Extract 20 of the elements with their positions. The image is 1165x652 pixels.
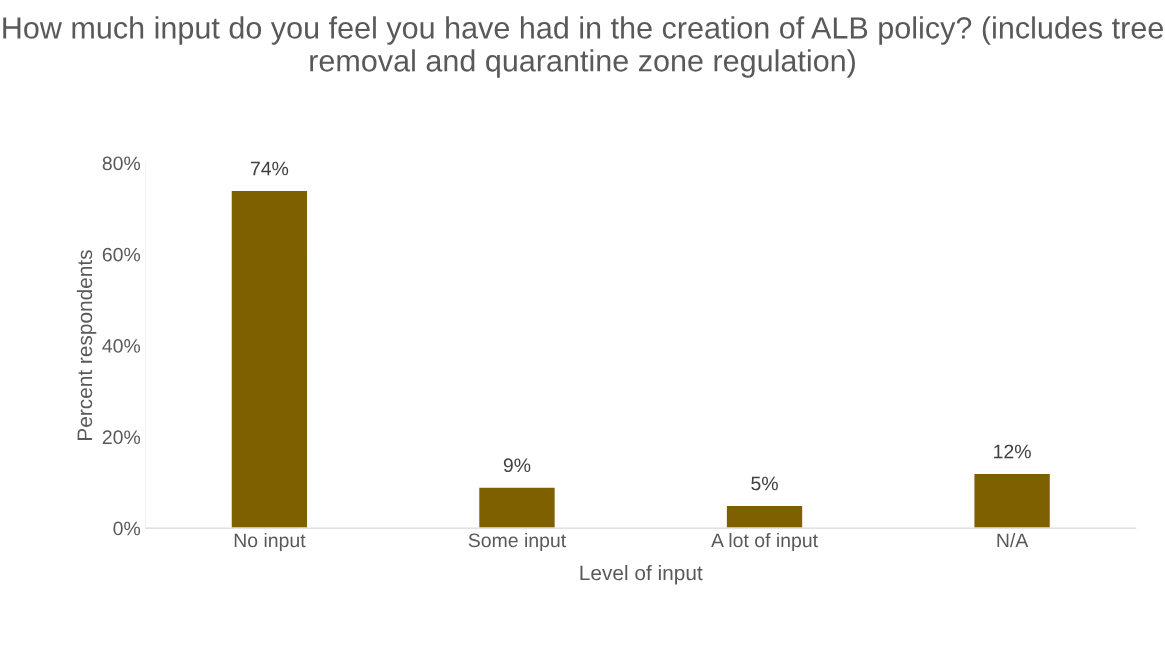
y-tick-label: 0% bbox=[113, 521, 141, 536]
x-tick-label: No input bbox=[234, 532, 306, 552]
chart-title: How much input do you feel you have had in the creation of ALB policy? (includes tree removal and quarantine zone regulation) bbox=[3, 16, 1163, 78]
bar bbox=[230, 189, 309, 529]
y-tick-label: 60% bbox=[102, 247, 141, 262]
data-label: 5% bbox=[751, 476, 778, 491]
x-axis-title: Level of input bbox=[580, 565, 703, 585]
data-label: 74% bbox=[250, 161, 289, 176]
bar bbox=[477, 486, 557, 529]
bar bbox=[973, 472, 1052, 529]
y-tick-label: 40% bbox=[102, 339, 141, 353]
y-tick-label: 20% bbox=[102, 430, 141, 445]
x-tick-label: Some input bbox=[468, 532, 567, 552]
y-axis-title: Percent respondents bbox=[76, 250, 97, 440]
x-tick-label: N/A bbox=[997, 532, 1029, 548]
bar bbox=[725, 504, 804, 529]
data-label: 9% bbox=[503, 458, 531, 473]
y-tick-label: 80% bbox=[102, 156, 141, 171]
x-tick-label: A lot of input bbox=[711, 532, 818, 552]
data-label: 12% bbox=[994, 444, 1031, 459]
